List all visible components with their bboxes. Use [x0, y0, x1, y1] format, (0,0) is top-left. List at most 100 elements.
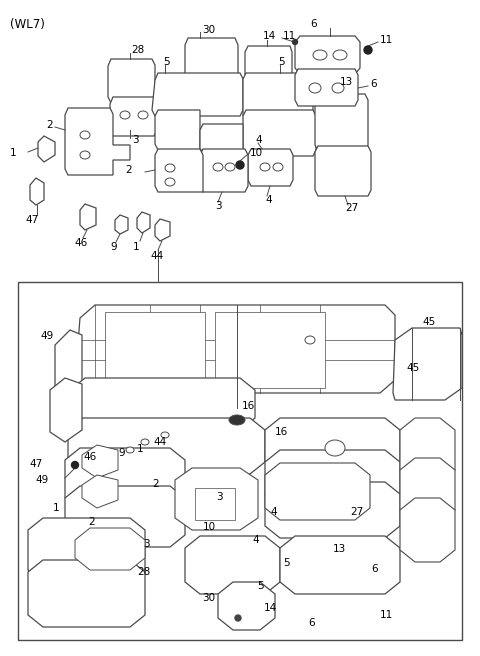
- Polygon shape: [38, 136, 55, 162]
- Polygon shape: [265, 450, 400, 506]
- Polygon shape: [175, 468, 258, 530]
- Text: 2: 2: [152, 479, 158, 489]
- Ellipse shape: [213, 163, 223, 171]
- Polygon shape: [82, 445, 118, 478]
- Text: 2: 2: [88, 517, 95, 527]
- Ellipse shape: [165, 178, 175, 186]
- Polygon shape: [280, 536, 400, 594]
- Polygon shape: [400, 458, 455, 522]
- Polygon shape: [65, 108, 130, 175]
- Polygon shape: [137, 212, 150, 233]
- Ellipse shape: [138, 111, 148, 119]
- Polygon shape: [155, 219, 170, 241]
- Text: 4: 4: [270, 507, 276, 517]
- Polygon shape: [215, 312, 325, 388]
- Polygon shape: [152, 73, 243, 116]
- Text: 6: 6: [308, 618, 314, 628]
- Polygon shape: [265, 418, 400, 474]
- Polygon shape: [82, 475, 118, 508]
- Text: (WL7): (WL7): [10, 18, 45, 31]
- Ellipse shape: [161, 432, 169, 438]
- Ellipse shape: [141, 439, 149, 445]
- Polygon shape: [265, 482, 400, 538]
- Text: 4: 4: [255, 135, 262, 145]
- Ellipse shape: [333, 50, 347, 60]
- Text: 11: 11: [380, 610, 393, 620]
- Ellipse shape: [80, 151, 90, 159]
- Text: 2: 2: [125, 165, 132, 175]
- Ellipse shape: [80, 131, 90, 139]
- Text: 3: 3: [143, 539, 150, 549]
- Ellipse shape: [273, 163, 283, 171]
- Text: 49: 49: [35, 475, 48, 485]
- Text: 45: 45: [406, 363, 419, 373]
- Polygon shape: [200, 149, 248, 192]
- Circle shape: [235, 615, 241, 621]
- Ellipse shape: [126, 447, 134, 453]
- Text: 6: 6: [310, 19, 317, 29]
- Text: 16: 16: [242, 401, 255, 411]
- Polygon shape: [185, 38, 238, 82]
- Text: 6: 6: [370, 79, 377, 89]
- Ellipse shape: [332, 83, 344, 93]
- Text: 3: 3: [215, 201, 222, 211]
- Polygon shape: [65, 486, 185, 547]
- Text: 10: 10: [203, 522, 216, 532]
- Text: 1: 1: [137, 444, 144, 454]
- Text: 28: 28: [131, 45, 144, 55]
- Circle shape: [72, 462, 79, 468]
- Text: 5: 5: [257, 581, 264, 591]
- Text: 49: 49: [40, 331, 53, 341]
- Polygon shape: [265, 463, 370, 520]
- Polygon shape: [55, 330, 82, 398]
- Text: 11: 11: [380, 35, 393, 45]
- Ellipse shape: [305, 336, 315, 344]
- Polygon shape: [243, 73, 313, 122]
- Ellipse shape: [229, 415, 245, 425]
- Polygon shape: [68, 418, 265, 474]
- Text: 30: 30: [202, 593, 215, 603]
- Polygon shape: [195, 488, 235, 520]
- Polygon shape: [245, 46, 292, 86]
- Polygon shape: [75, 305, 395, 393]
- Polygon shape: [115, 215, 128, 234]
- Text: 6: 6: [371, 564, 378, 574]
- Text: 3: 3: [216, 492, 223, 502]
- Polygon shape: [218, 582, 275, 630]
- Text: 44: 44: [153, 437, 166, 447]
- Text: 4: 4: [265, 195, 272, 205]
- Text: 3: 3: [132, 135, 139, 145]
- Polygon shape: [248, 149, 293, 186]
- Text: 1: 1: [53, 503, 60, 513]
- Ellipse shape: [120, 111, 130, 119]
- Text: 4: 4: [252, 535, 259, 545]
- Text: 13: 13: [333, 544, 346, 554]
- Text: 5: 5: [283, 558, 289, 568]
- Text: 5: 5: [163, 57, 169, 67]
- Circle shape: [364, 46, 372, 54]
- Text: 16: 16: [275, 427, 288, 437]
- Polygon shape: [105, 312, 205, 388]
- Polygon shape: [315, 94, 368, 151]
- Ellipse shape: [313, 50, 327, 60]
- Text: 14: 14: [263, 31, 276, 41]
- Circle shape: [236, 161, 244, 169]
- Ellipse shape: [325, 440, 345, 456]
- Text: 47: 47: [29, 459, 42, 469]
- Polygon shape: [28, 518, 145, 582]
- Polygon shape: [295, 69, 358, 106]
- Text: 9: 9: [118, 448, 125, 458]
- Text: 5: 5: [278, 57, 285, 67]
- Text: 1: 1: [133, 242, 140, 252]
- Circle shape: [292, 39, 298, 45]
- Polygon shape: [155, 149, 203, 192]
- Polygon shape: [50, 378, 82, 442]
- Polygon shape: [108, 59, 155, 103]
- Polygon shape: [243, 110, 316, 156]
- Text: 11: 11: [283, 31, 296, 41]
- Text: 2: 2: [46, 120, 53, 130]
- Text: 10: 10: [250, 148, 263, 158]
- Polygon shape: [70, 378, 255, 430]
- Ellipse shape: [260, 163, 270, 171]
- Polygon shape: [185, 536, 280, 594]
